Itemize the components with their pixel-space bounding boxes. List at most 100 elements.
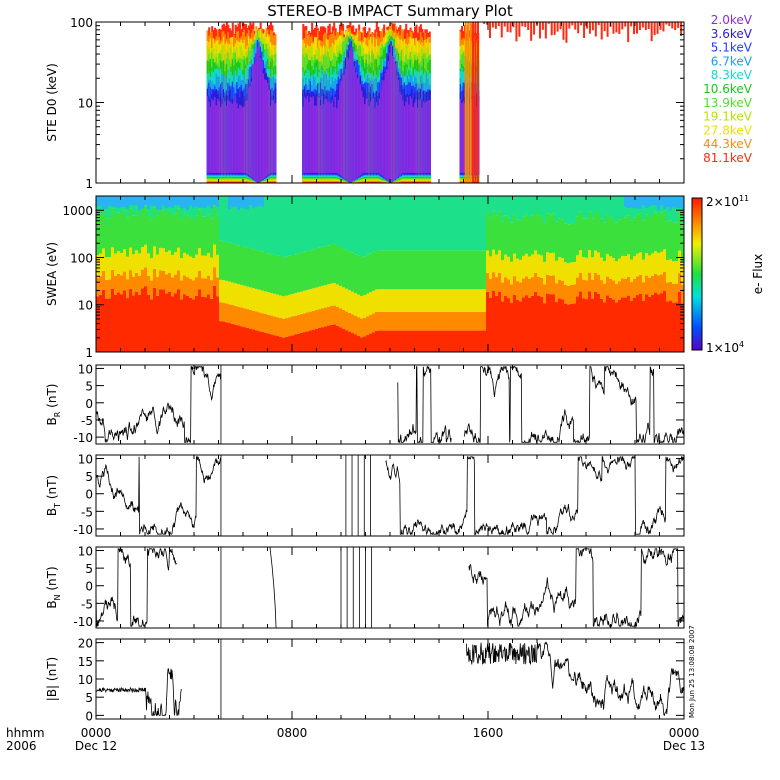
swea-cell — [345, 196, 349, 250]
ste-flux-bar — [306, 96, 309, 173]
ste-flux-bar — [467, 22, 470, 183]
swea-cell — [600, 280, 604, 299]
swea-cell — [417, 250, 421, 290]
swea-cell — [648, 255, 652, 278]
ste-flux-bar — [236, 103, 239, 173]
br-trace — [95, 365, 685, 444]
swea-cell — [111, 208, 115, 248]
swea-cell — [633, 297, 637, 352]
legend-entry: 44.3keV — [703, 137, 753, 151]
swea-cell — [222, 302, 226, 322]
ste-flux-bar — [256, 47, 259, 183]
swea-cell — [195, 215, 199, 255]
swea-cell — [483, 330, 487, 352]
swea-cell — [540, 296, 544, 352]
br-ytick-label: 5 — [85, 380, 93, 394]
swea-cell — [153, 246, 157, 269]
swea-cell — [312, 288, 316, 311]
swea-cell — [471, 196, 475, 251]
swea-cell — [132, 215, 136, 255]
swea-cell — [285, 336, 289, 352]
swea-cell — [399, 289, 403, 312]
swea-cell — [435, 250, 439, 290]
swea-cell — [624, 217, 628, 257]
swea-cell — [489, 256, 493, 279]
swea-cell — [681, 262, 685, 285]
swea-cell — [279, 318, 283, 337]
ste-flux-bar — [253, 63, 256, 180]
date-end-label: Dec 13 — [663, 739, 705, 753]
swea-cell — [237, 245, 241, 285]
swea-cell — [507, 217, 511, 257]
swea-cell — [201, 216, 205, 256]
swea-cell — [459, 311, 463, 331]
swea-cell — [96, 196, 100, 207]
swea-cell — [465, 289, 469, 312]
swea-cell — [420, 330, 424, 352]
energy-legend: 2.0keV3.6keV5.1keV6.7keV8.3keV10.6keV13.… — [703, 13, 753, 165]
swea-cell — [297, 253, 301, 293]
swea-cell — [153, 196, 157, 206]
swea-cell — [552, 294, 556, 352]
swea-cell — [237, 196, 241, 211]
swea-cell — [522, 297, 526, 352]
swea-cell — [591, 257, 595, 280]
swea-cell — [171, 277, 175, 297]
swea-cell — [267, 196, 271, 254]
swea-cell — [645, 275, 649, 295]
swea-cell — [627, 215, 631, 255]
swea-cell — [390, 311, 394, 331]
swea-cell — [222, 196, 226, 242]
ste-flux-spike — [521, 22, 524, 27]
swea-cell — [141, 196, 145, 209]
ste-flux-spike — [547, 22, 550, 24]
swea-cell — [444, 250, 448, 290]
swea-cell — [156, 254, 160, 278]
ste-flux-bar — [374, 107, 377, 173]
bt-ytick-label: 5 — [85, 470, 93, 484]
swea-cell — [291, 293, 295, 317]
swea-cell — [474, 330, 478, 352]
swea-cell — [681, 196, 685, 224]
bmag-ytick-label: 0 — [85, 709, 93, 723]
ste-flux-bar — [316, 96, 320, 173]
swea-cell — [639, 274, 643, 294]
year-label: 2006 — [6, 739, 37, 753]
swea-cell — [537, 196, 541, 216]
swea-cell — [636, 295, 640, 352]
ste-flux-bar — [464, 22, 467, 183]
bmag-ytick-label: 20 — [78, 637, 93, 651]
swea-cell — [201, 296, 205, 352]
swea-cell — [144, 267, 148, 287]
bmag-ylabel: |B| (nT) — [45, 657, 59, 701]
swea-cell — [177, 247, 181, 271]
swea-cell — [603, 302, 607, 352]
ste-flux-bar — [211, 99, 214, 173]
swea-cell — [543, 222, 547, 262]
ste-flux-spike — [541, 22, 544, 30]
swea-cell — [315, 328, 319, 352]
swea-cell — [324, 326, 328, 352]
swea-cell — [600, 257, 604, 281]
br-ylabel: BR (nT) — [45, 384, 62, 426]
swea-cell — [645, 196, 649, 209]
swea-cell — [303, 290, 307, 314]
swea-cell — [573, 303, 577, 352]
swea-cell — [108, 218, 112, 258]
ste-flux-spike — [515, 22, 518, 42]
swea-ylabel: SWEA (eV) — [45, 242, 59, 306]
swea-cell — [156, 215, 160, 255]
swea-cell — [651, 214, 655, 254]
ste-flux-bar — [243, 106, 246, 173]
ste-flux-spike — [565, 22, 568, 43]
swea-cell — [585, 218, 589, 258]
swea-cell — [240, 196, 244, 208]
swea-cell — [330, 324, 334, 352]
swea-cell — [384, 311, 388, 331]
swea-cell — [156, 277, 160, 296]
swea-cell — [678, 196, 682, 208]
legend-entry: 19.1keV — [703, 110, 753, 124]
swea-cell — [255, 288, 259, 312]
ste-flux-bar — [409, 96, 412, 173]
swea-cell — [381, 311, 385, 331]
